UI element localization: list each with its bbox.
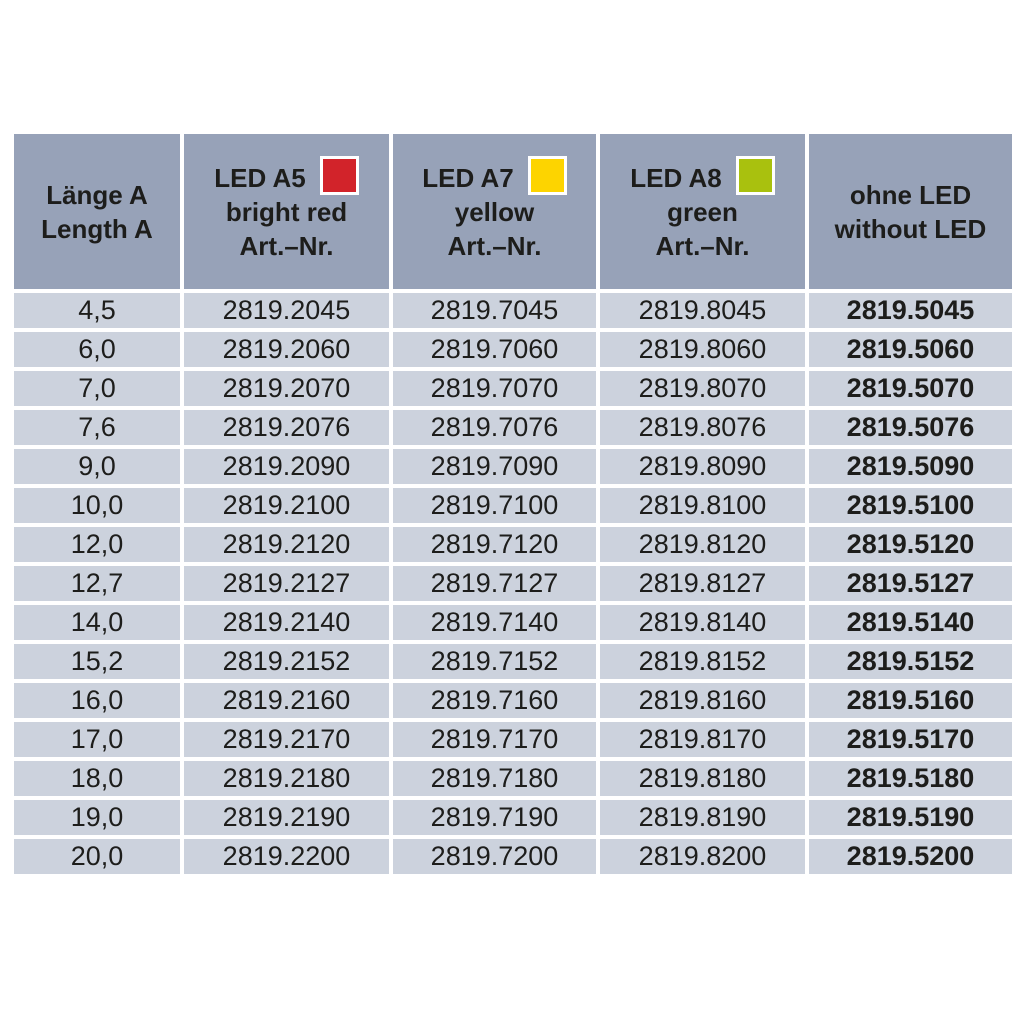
article-number-cell: 2819.7160 (393, 683, 596, 718)
header-led-a7-title: LED A7 (422, 162, 514, 193)
article-number-cell: 2819.2076 (184, 410, 389, 445)
article-number-cell: 2819.7120 (393, 527, 596, 562)
length-cell: 14,0 (14, 605, 180, 640)
article-number-cell: 2819.2090 (184, 449, 389, 484)
catalog-table: Länge A Length A LED A5 bright red Art.–… (14, 134, 1012, 874)
length-cell: 18,0 (14, 761, 180, 796)
article-number-cell: 2819.2045 (184, 293, 389, 328)
article-number-cell: 2819.8090 (600, 449, 805, 484)
header-led-a7-artnr: Art.–Nr. (447, 231, 542, 261)
article-number-cell: 2819.2140 (184, 605, 389, 640)
header-no-led-de: ohne LED (849, 179, 972, 210)
article-number-cell: 2819.2060 (184, 332, 389, 367)
article-number-cell: 2819.2200 (184, 839, 389, 874)
header-led-a8-title: LED A8 (630, 162, 722, 193)
article-number-cell: 2819.7200 (393, 839, 596, 874)
header-no-led: ohne LED without LED (809, 134, 1012, 289)
header-led-a5-title: LED A5 (214, 162, 306, 193)
length-cell: 12,0 (14, 527, 180, 562)
article-number-cell: 2819.5120 (809, 527, 1012, 562)
article-number-cell: 2819.7070 (393, 371, 596, 406)
article-number-cell: 2819.2127 (184, 566, 389, 601)
length-cell: 15,2 (14, 644, 180, 679)
green-led-swatch-icon (735, 156, 775, 195)
header-length-en: Length A (41, 213, 153, 244)
header-no-led-en: without LED (834, 213, 987, 244)
article-number-cell: 2819.2152 (184, 644, 389, 679)
header-led-a5-colorname: bright red (225, 197, 348, 227)
header-length-de: Länge A (46, 179, 148, 210)
article-number-cell: 2819.7090 (393, 449, 596, 484)
article-number-cell: 2819.8200 (600, 839, 805, 874)
article-number-cell: 2819.7060 (393, 332, 596, 367)
article-number-cell: 2819.5170 (809, 722, 1012, 757)
length-cell: 6,0 (14, 332, 180, 367)
article-number-cell: 2819.8152 (600, 644, 805, 679)
article-number-cell: 2819.2180 (184, 761, 389, 796)
article-number-cell: 2819.5160 (809, 683, 1012, 718)
length-cell: 4,5 (14, 293, 180, 328)
yellow-led-swatch-icon (527, 156, 567, 195)
article-number-cell: 2819.8045 (600, 293, 805, 328)
article-number-cell: 2819.7152 (393, 644, 596, 679)
article-number-cell: 2819.8100 (600, 488, 805, 523)
length-cell: 19,0 (14, 800, 180, 835)
article-number-cell: 2819.5140 (809, 605, 1012, 640)
article-number-cell: 2819.2100 (184, 488, 389, 523)
article-number-cell: 2819.7190 (393, 800, 596, 835)
length-cell: 16,0 (14, 683, 180, 718)
article-number-cell: 2819.7170 (393, 722, 596, 757)
article-number-cell: 2819.5070 (809, 371, 1012, 406)
article-number-cell: 2819.2120 (184, 527, 389, 562)
red-led-swatch-icon (319, 156, 359, 195)
article-number-cell: 2819.5152 (809, 644, 1012, 679)
header-led-a7-colorname: yellow (454, 197, 535, 227)
article-number-cell: 2819.5060 (809, 332, 1012, 367)
article-number-cell: 2819.7076 (393, 410, 596, 445)
length-cell: 9,0 (14, 449, 180, 484)
header-led-a5-artnr: Art.–Nr. (239, 231, 334, 261)
article-number-cell: 2819.8140 (600, 605, 805, 640)
article-number-cell: 2819.5100 (809, 488, 1012, 523)
header-length: Länge A Length A (14, 134, 180, 289)
header-led-a5: LED A5 bright red Art.–Nr. (184, 134, 389, 289)
length-cell: 20,0 (14, 839, 180, 874)
article-number-cell: 2819.5190 (809, 800, 1012, 835)
article-number-cell: 2819.8170 (600, 722, 805, 757)
article-number-cell: 2819.7100 (393, 488, 596, 523)
article-number-cell: 2819.2190 (184, 800, 389, 835)
article-number-cell: 2819.7180 (393, 761, 596, 796)
article-number-cell: 2819.8070 (600, 371, 805, 406)
article-number-cell: 2819.5076 (809, 410, 1012, 445)
article-number-cell: 2819.8190 (600, 800, 805, 835)
article-number-cell: 2819.5090 (809, 449, 1012, 484)
article-number-cell: 2819.5127 (809, 566, 1012, 601)
article-number-cell: 2819.7127 (393, 566, 596, 601)
length-cell: 7,0 (14, 371, 180, 406)
length-cell: 7,6 (14, 410, 180, 445)
length-cell: 12,7 (14, 566, 180, 601)
length-cell: 10,0 (14, 488, 180, 523)
article-number-cell: 2819.7045 (393, 293, 596, 328)
header-led-a8: LED A8 green Art.–Nr. (600, 134, 805, 289)
length-cell: 17,0 (14, 722, 180, 757)
article-number-cell: 2819.2160 (184, 683, 389, 718)
article-number-cell: 2819.2170 (184, 722, 389, 757)
article-number-cell: 2819.5045 (809, 293, 1012, 328)
article-number-cell: 2819.2070 (184, 371, 389, 406)
header-led-a7: LED A7 yellow Art.–Nr. (393, 134, 596, 289)
article-number-cell: 2819.5200 (809, 839, 1012, 874)
article-number-cell: 2819.8127 (600, 566, 805, 601)
article-number-cell: 2819.8120 (600, 527, 805, 562)
article-number-cell: 2819.7140 (393, 605, 596, 640)
article-number-cell: 2819.5180 (809, 761, 1012, 796)
article-number-cell: 2819.8060 (600, 332, 805, 367)
header-led-a8-colorname: green (667, 197, 738, 227)
header-led-a8-artnr: Art.–Nr. (655, 231, 750, 261)
article-number-cell: 2819.8180 (600, 761, 805, 796)
article-number-cell: 2819.8160 (600, 683, 805, 718)
article-number-cell: 2819.8076 (600, 410, 805, 445)
